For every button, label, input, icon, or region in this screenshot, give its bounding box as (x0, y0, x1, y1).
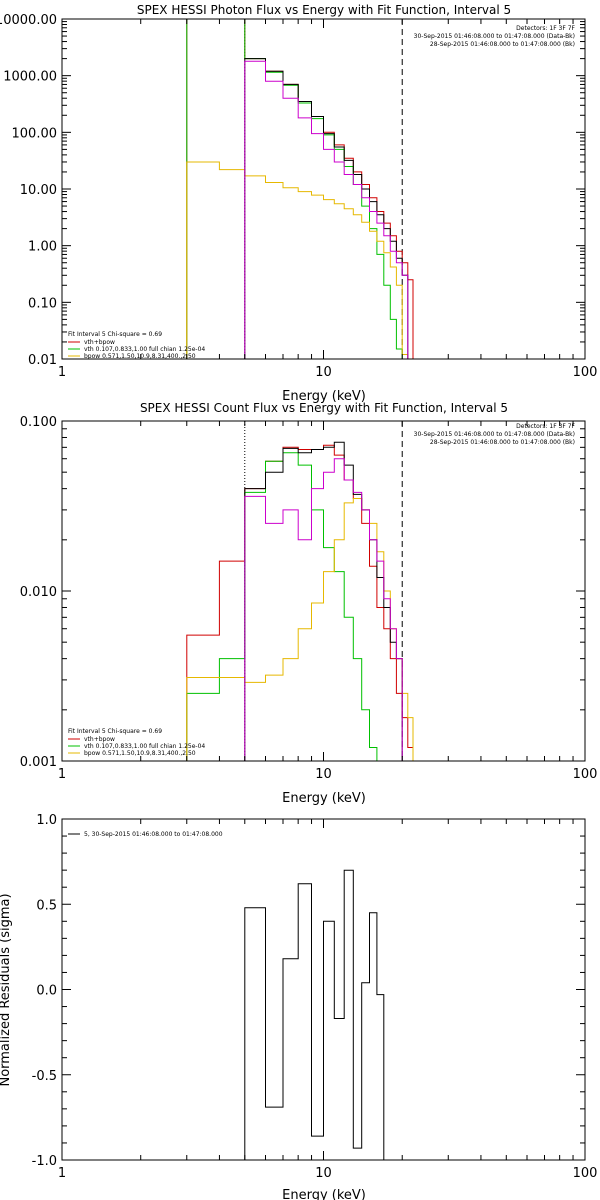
legend-background-interval: 28-Sep-2015 01:46:08.000 to 01:47:08.000… (430, 41, 575, 48)
x-tick-label: 10 (315, 767, 332, 782)
legend-background-interval: 28-Sep-2015 01:46:08.000 to 01:47:08.000… (430, 439, 575, 446)
y-tick-label: -1.0 (32, 1154, 57, 1169)
series-bpow-line (186, 161, 409, 359)
x-axis-label: Energy (keV) (282, 791, 366, 806)
x-tick-label: 1 (58, 365, 66, 380)
legend-detectors: Detectors: 1F 3F 7F (516, 423, 575, 430)
legend-vth: vth 0.107,0.833,1.00 full chian 1.25e-04 (84, 346, 205, 353)
residuals-panel: 1 10 100 1.0 0.5 0.0 -0.5 -1.0 Normalized Resid… (0, 813, 597, 1200)
series-total-line (186, 19, 414, 359)
count-flux-panel: SPEX HESSI Count Flux vs Energy with Fit… (20, 401, 598, 806)
y-tick-label: 0.0 (36, 984, 57, 999)
legend-bpow: bpow 0.571,1.50,10.9,8.31,400.,2.50 (84, 750, 196, 757)
panel-title: SPEX HESSI Photon Flux vs Energy with Fi… (137, 3, 511, 17)
x-axis-label: Energy (keV) (282, 1188, 366, 1200)
x-axis-label: Energy (keV) (282, 389, 366, 404)
x-tick-label: 10 (315, 1166, 332, 1181)
y-tick-label: 0.001 (20, 755, 57, 770)
y-tick-label: 10000.00 (0, 13, 57, 28)
legend-data-interval: 30-Sep-2015 01:46:08.000 to 01:47:08.000… (414, 431, 575, 438)
legend-bpow: bpow 0.571,1.50,10.9,8.31,400.,2.50 (84, 353, 196, 360)
x-tick-label: 10 (315, 365, 332, 380)
x-tick-label: 100 (573, 767, 598, 782)
axes-frame (61, 18, 586, 360)
y-tick-label: 1000.00 (3, 70, 57, 85)
y-tick-label: 0.5 (36, 898, 57, 913)
x-tick-label: 1 (58, 767, 66, 782)
series-group (244, 869, 385, 1160)
y-tick-label: 0.10 (28, 296, 57, 311)
photon-flux-panel: SPEX HESSI Photon Flux vs Energy with Fi… (0, 3, 598, 404)
legend-residual: 5, 30-Sep-2015 01:46:08.000 to 01:47:08.… (84, 831, 223, 838)
series-group (186, 421, 414, 761)
series-bpow-line (186, 498, 414, 761)
plot-area: 1 10 100 0.100 0.010 0.001 (20, 415, 598, 782)
y-tick-label: 0.100 (20, 415, 57, 430)
plot-area: 1 10 100 1.0 0.5 0.0 -0.5 -1.0 (32, 813, 598, 1181)
y-tick-label: 0.01 (28, 353, 57, 368)
series-bkg-line (244, 60, 409, 359)
y-tick-label: 100.00 (12, 126, 58, 141)
y-tick-label: 10.00 (20, 183, 57, 198)
legend-fit-info: Fit Interval 5 Chi-square = 0.69 (68, 331, 162, 338)
legend-total: vth+bpow (84, 736, 115, 743)
series-data-line (244, 441, 403, 761)
legend-data-interval: 30-Sep-2015 01:46:08.000 to 01:47:08.000… (414, 33, 575, 40)
legend-total: vth+bpow (84, 339, 115, 346)
legend-detectors: Detectors: 1F 3F 7F (516, 25, 575, 32)
y-tick-label: 1.00 (28, 240, 57, 255)
series-data-line (244, 869, 385, 1160)
x-tick-label: 1 (58, 1166, 66, 1181)
x-tick-label: 100 (573, 365, 598, 380)
y-axis-label: Normalized Residuals (sigma) (0, 893, 13, 1086)
series-bkg-line (244, 458, 403, 761)
y-tick-label: -0.5 (32, 1069, 57, 1084)
x-tick-label: 100 (573, 1166, 598, 1181)
legend-fit-info: Fit Interval 5 Chi-square = 0.69 (68, 728, 162, 735)
y-tick-label: 0.010 (20, 585, 57, 600)
series-total-line (186, 444, 414, 761)
series-data-line (244, 58, 409, 359)
y-tick-label: 1.0 (36, 813, 57, 828)
series-vth-line (186, 19, 403, 359)
legend-vth: vth 0.107,0.833,1.00 full chian 1.25e-04 (84, 743, 205, 750)
plot-area: 1 10 100 10000.00 1000.00 100.00 10.00 1.00 0.10… (0, 13, 598, 380)
panel-title: SPEX HESSI Count Flux vs Energy with Fit… (140, 401, 508, 415)
series-group (186, 19, 414, 359)
